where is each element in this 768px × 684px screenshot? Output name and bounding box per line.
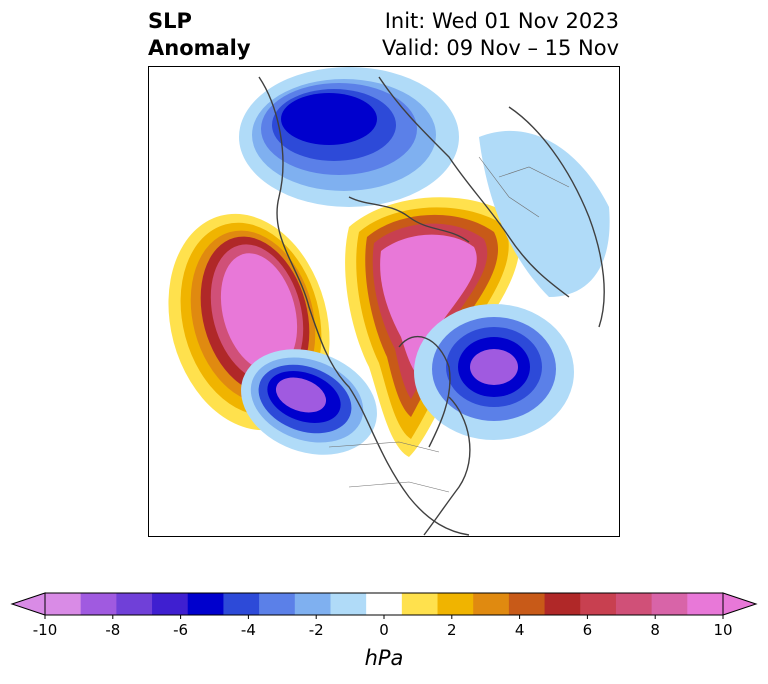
colorbar-extend-low	[10, 592, 46, 616]
colorbar-segment	[116, 593, 153, 615]
map-title: SLP Anomaly	[148, 8, 251, 62]
colorbar-segment	[580, 593, 617, 615]
colorbar-ticks: -10 -8 -6 -4 -2 0 2 4 6 8 10	[33, 615, 733, 639]
map-panel	[148, 66, 620, 537]
colorbar-segment	[187, 593, 224, 615]
colorbar-segment	[259, 593, 296, 615]
init-date: Init: Wed 01 Nov 2023	[384, 9, 619, 33]
colorbar-segment	[687, 593, 724, 615]
colorbar-segment	[437, 593, 474, 615]
title-line: SLP	[148, 9, 192, 33]
date-info: Init: Wed 01 Nov 2023 Valid: 09 Nov – 15…	[382, 8, 619, 62]
west-coast-low-anomaly	[241, 349, 377, 455]
colorbar-tick-label: 6	[583, 621, 593, 639]
colorbar-units: hPa	[364, 646, 404, 670]
colorbar-segment	[651, 593, 688, 615]
colorbar-tick-label: 4	[515, 621, 525, 639]
colorbar-segment	[544, 593, 581, 615]
colorbar: -10 -8 -6 -4 -2 0 2 4 6 8 10	[10, 592, 758, 639]
subtitle-line: Anomaly	[148, 36, 251, 60]
colorbar-segment	[330, 593, 367, 615]
colorbar-segments	[10, 592, 758, 616]
arctic-high-anomaly	[345, 197, 520, 457]
colorbar-tick-label: -10	[33, 621, 58, 639]
colorbar-tick-label: 8	[650, 621, 660, 639]
colorbar-segment	[223, 593, 260, 615]
colorbar-segment	[366, 593, 403, 615]
anomaly-map	[168, 67, 610, 536]
colorbar-segment	[473, 593, 510, 615]
country-borders	[328, 156, 570, 493]
atlantic-low-anomaly	[414, 304, 574, 440]
colorbar-segment	[294, 593, 331, 615]
siberia-low-anomaly	[239, 67, 459, 207]
colorbar-tick-label: -6	[173, 621, 188, 639]
colorbar-segment	[401, 593, 439, 615]
colorbar-tick-label: 10	[713, 621, 732, 639]
colorbar-segment	[615, 593, 653, 615]
colorbar-tick-label: -8	[105, 621, 120, 639]
colorbar-segment	[152, 593, 189, 615]
colorbar-tick-label: -2	[309, 621, 324, 639]
colorbar-segment	[80, 593, 117, 615]
colorbar-tick-label: -4	[241, 621, 256, 639]
colorbar-segment	[45, 593, 82, 615]
coastlines	[258, 76, 605, 536]
colorbar-segment	[508, 593, 546, 615]
colorbar-tick-label: 2	[447, 621, 457, 639]
colorbar-extend-high	[722, 592, 758, 616]
valid-range: Valid: 09 Nov – 15 Nov	[382, 36, 619, 60]
europe-negative-anomaly	[479, 130, 610, 297]
colorbar-tick-label: 0	[379, 621, 389, 639]
